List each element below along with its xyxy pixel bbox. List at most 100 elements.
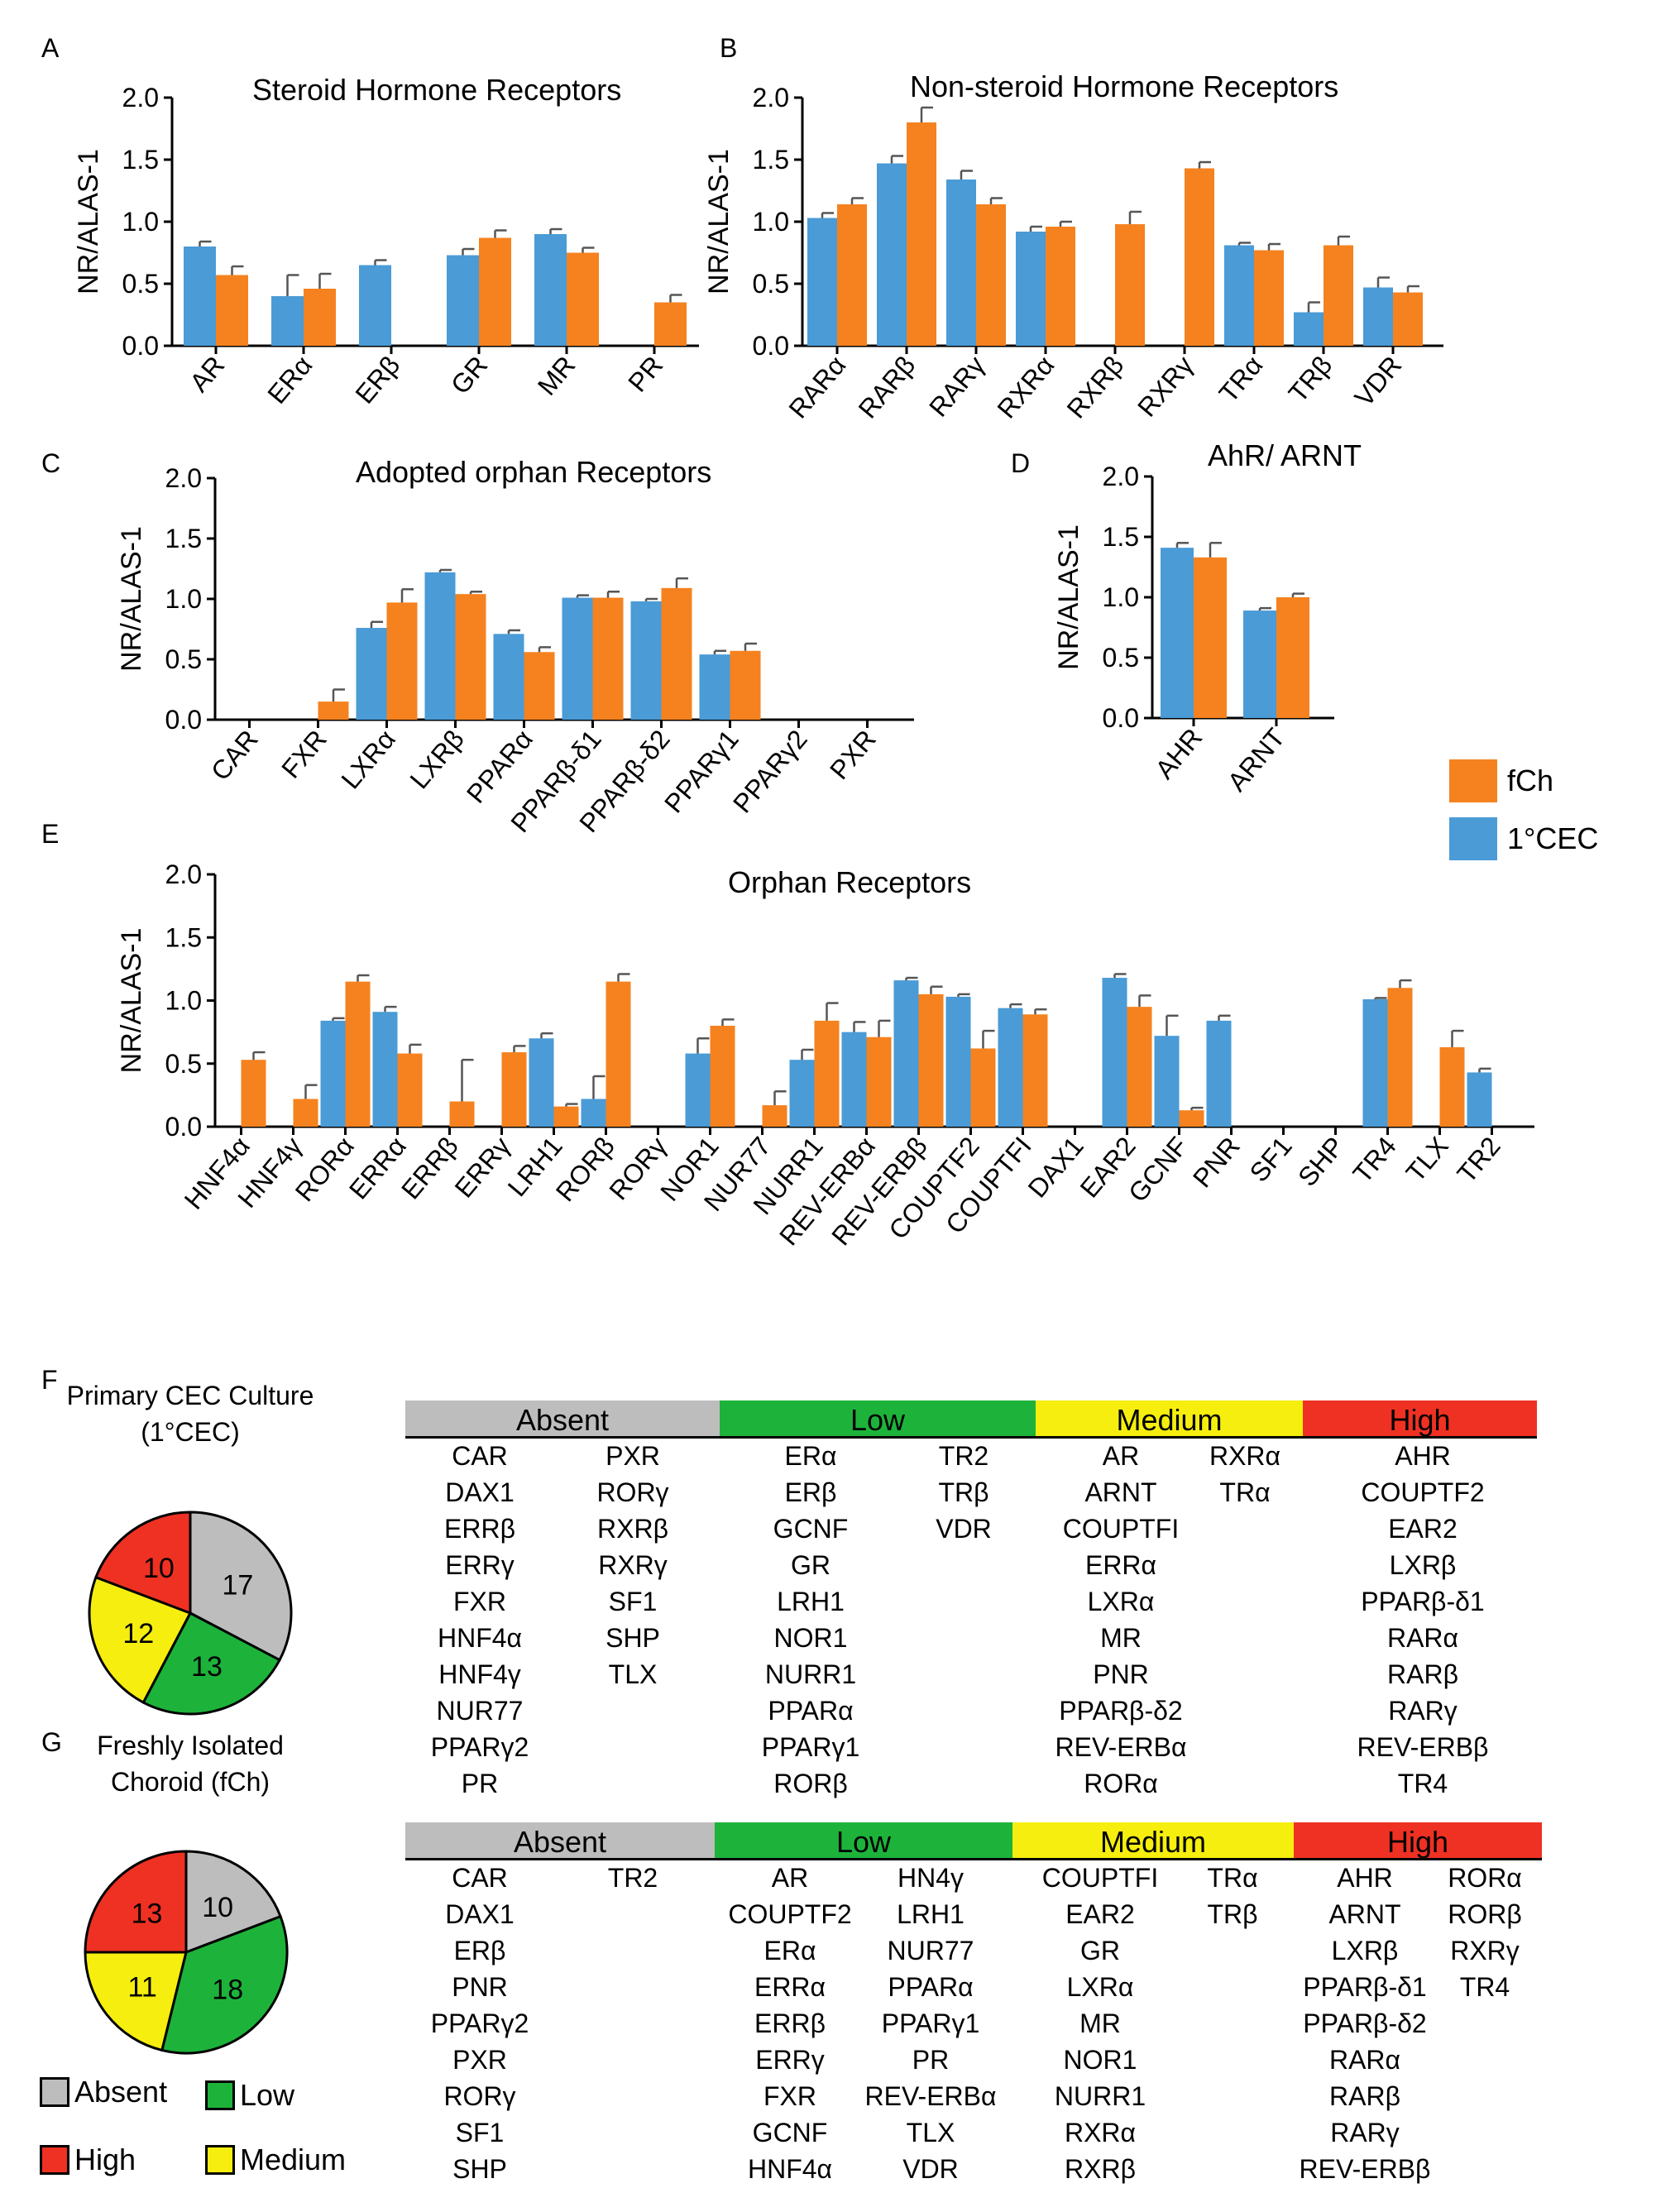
bar-fch	[304, 289, 336, 346]
bar-cec	[945, 996, 971, 1127]
bar-fch	[216, 275, 248, 346]
pie-slice-high	[84, 1850, 188, 1954]
x-tick-label: RXRα	[991, 350, 1060, 424]
key-absent-label: Absent	[74, 2075, 168, 2109]
receptor-name: PPARβ-δ2	[1059, 1696, 1183, 1726]
receptor-name: PNR	[1093, 1659, 1149, 1689]
x-tick-label: PNR	[1187, 1131, 1246, 1193]
receptor-name: RORα	[1084, 1769, 1158, 1798]
pie-g-title: Freshly Isolated Choroid (fCh)	[58, 1727, 323, 1800]
chart-title-b: Non-steroid Hormone Receptors	[910, 69, 1339, 103]
x-tick-label: PPARγ1	[658, 724, 744, 818]
pie-f-title: Primary CEC Culture (1°CEC)	[58, 1377, 323, 1450]
receptor-name: TR4	[1459, 1972, 1510, 2002]
pie-slice-medium	[84, 1951, 188, 2052]
legend-cec-swatch	[1449, 817, 1497, 860]
bar-fch	[907, 122, 936, 346]
receptor-name: PPARγ1	[881, 2009, 980, 2038]
bar-cec	[1154, 1036, 1180, 1127]
pie-slice-absent	[184, 1850, 283, 1955]
receptor-name: TLX	[906, 2118, 955, 2147]
receptor-name: RARβ	[1329, 2081, 1400, 2111]
receptor-name: ERβ	[453, 1936, 506, 1965]
bar-cec	[1224, 245, 1254, 346]
bar-fch	[1185, 168, 1214, 346]
table-f-header-high: High	[1303, 1400, 1537, 1439]
receptor-name: COUPTF2	[728, 1899, 852, 1929]
receptor-name: GR	[1080, 1936, 1120, 1965]
receptor-name: PPARα	[888, 1972, 974, 2002]
receptor-name: NUR77	[436, 1696, 524, 1726]
receptor-name: LRH1	[897, 1899, 965, 1929]
bar-fch	[970, 1048, 996, 1127]
table-g-medium-col2: TRα TRβ	[1183, 1860, 1282, 1932]
x-tick-label: RARα	[783, 350, 851, 424]
key-absent: Absent	[40, 2075, 167, 2109]
receptor-name: NURR1	[1054, 2081, 1146, 2111]
receptor-name: LXRβ	[1389, 1550, 1457, 1580]
receptor-name: NOR1	[1063, 2045, 1137, 2075]
bar-fch	[1115, 224, 1145, 346]
bar-fch	[449, 1101, 475, 1127]
x-tick-label: RXRβ	[1061, 350, 1130, 424]
y-tick-label: 0.0	[165, 1112, 202, 1142]
y-axis-label: NR/ALAS-1	[703, 149, 735, 294]
receptor-name: DAX1	[445, 1477, 515, 1507]
receptor-name: ARNT	[1084, 1477, 1157, 1507]
key-absent-swatch	[40, 2077, 69, 2107]
receptor-name: PXR	[606, 1441, 660, 1471]
table-f-header-low: Low	[720, 1400, 1036, 1439]
receptor-name: EAR2	[1388, 1514, 1458, 1544]
table-f-medium-col2: RXRα TRα	[1191, 1438, 1299, 1511]
receptor-name: RXRβ	[597, 1514, 668, 1544]
receptor-name: TR2	[607, 1863, 658, 1893]
x-tick-label: RARγ	[923, 350, 990, 422]
receptor-name: TRβ	[1207, 1899, 1258, 1929]
chart-e: 0.00.51.01.52.0NR/ALAS-1HNF4αHNF4γRORαER…	[116, 859, 1534, 1251]
pie-f-title-line1: Primary CEC Culture	[66, 1381, 314, 1410]
bar-charts: 0.00.51.01.52.0NR/ALAS-1AR ERα ERβ GR MR PR0.…	[73, 83, 1534, 1251]
key-low: Low	[205, 2078, 294, 2113]
receptor-name: CAR	[452, 1441, 508, 1471]
x-tick-label: DAX1	[1022, 1131, 1089, 1203]
receptor-name: ERRγ	[445, 1550, 515, 1580]
panel-label-d: D	[1011, 448, 1031, 478]
pie-slice-medium	[88, 1575, 193, 1705]
pie-g-title-line1: Freshly Isolated	[97, 1731, 284, 1760]
bar-fch	[1439, 1046, 1465, 1127]
bar-cec	[630, 601, 662, 720]
receptor-name: RXRα	[1209, 1441, 1281, 1471]
bar-cec	[877, 163, 907, 346]
bar-fch	[762, 1105, 787, 1127]
y-tick-label: 0.5	[165, 1049, 202, 1079]
y-tick-label: 1.5	[1103, 522, 1139, 552]
bar-fch	[1276, 597, 1309, 718]
receptor-name: REV-ERBβ	[1299, 2154, 1431, 2184]
y-axis-label: NR/ALAS-1	[116, 928, 147, 1074]
receptor-name: ERα	[763, 1936, 816, 1965]
receptor-name: AHR	[1395, 1441, 1451, 1471]
receptor-name: COUPTFI	[1062, 1514, 1180, 1544]
receptor-name: PR	[912, 2045, 950, 2075]
receptor-name: SF1	[455, 2118, 505, 2147]
receptor-name: TR2	[938, 1441, 989, 1471]
x-tick-label: LXRα	[335, 724, 400, 794]
receptor-name: FXR	[763, 2081, 816, 2111]
pie-label-medium: 12	[122, 1618, 154, 1649]
chart-b: 0.0 0.5 1.0 1.5 2.0 NR/ALAS-1 RARα RARβ RARγ RXRα…	[703, 83, 1443, 424]
bar-cec	[372, 1012, 398, 1127]
bar-fch	[524, 652, 555, 720]
table-g-high-col1: AHR ARNT LXRβ PPARβ-δ1 PPARβ-δ2 RARα RARβ RARγ R…	[1282, 1860, 1448, 2187]
bar-cec	[534, 234, 567, 346]
receptor-name: RXRα	[1064, 2118, 1137, 2147]
y-tick-label: 1.5	[165, 922, 202, 952]
table-g-absent-col2: TR2	[562, 1860, 703, 1896]
y-tick-label: 1.5	[165, 524, 202, 553]
table-g-absent-col1: CAR DAX1 ERβ PNR PPARγ2 PXR RORγ SF1 SHP	[409, 1860, 550, 2187]
y-tick-label: 1.0	[165, 986, 202, 1016]
table-g-header-medium: Medium	[1012, 1822, 1294, 1860]
legend-fch-label: fCh	[1507, 764, 1554, 797]
bar-fch	[293, 1099, 318, 1127]
bar-fch	[866, 1037, 892, 1127]
chart-title-d: AhR/ ARNT	[1208, 438, 1362, 472]
